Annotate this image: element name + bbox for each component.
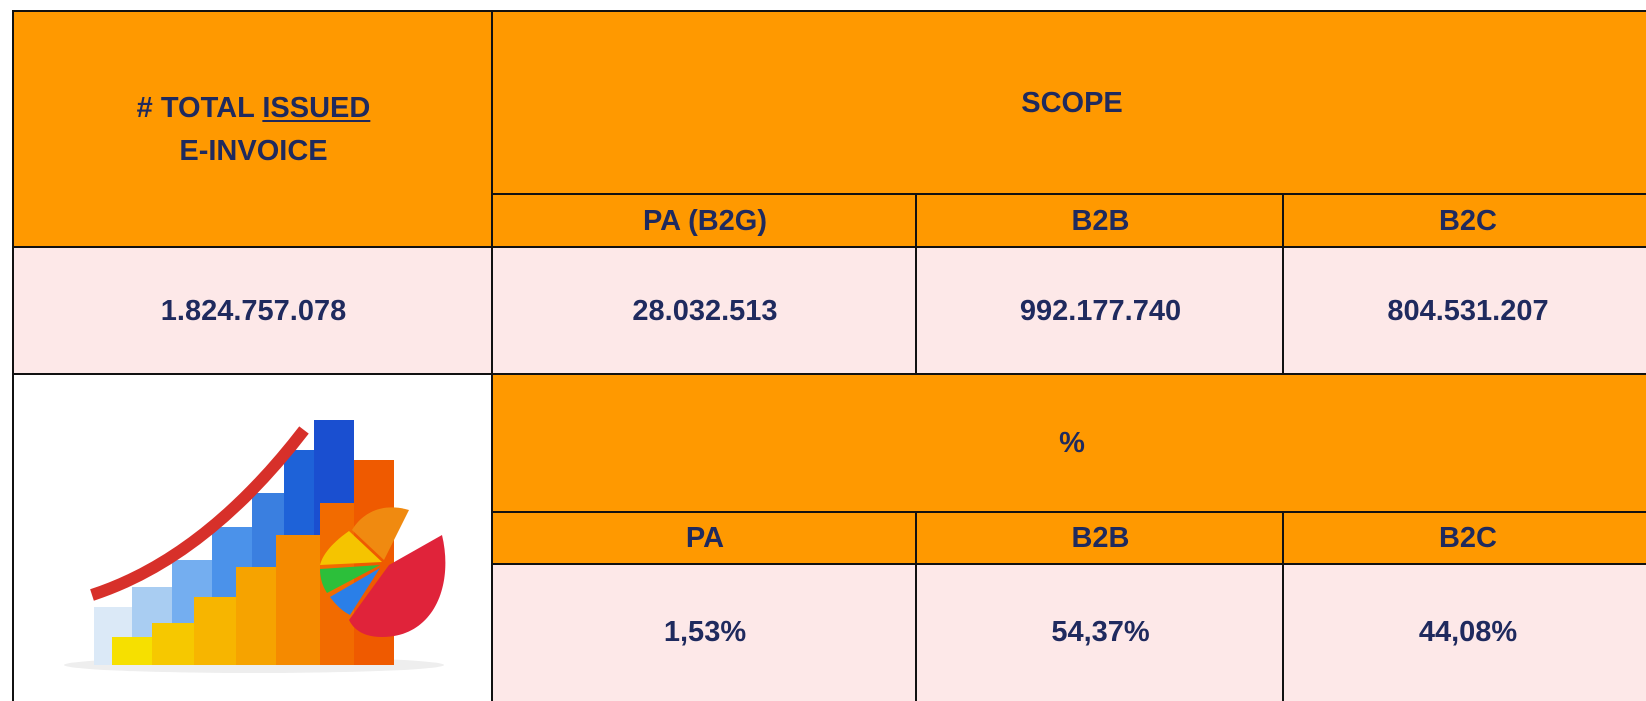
header-cell: % (491, 373, 1646, 513)
value-cell: 804.531.207 (1282, 246, 1646, 375)
column-header: PA (686, 517, 724, 561)
percent-value: 54,37% (1051, 611, 1149, 655)
header-cell: # TOTAL ISSUED E-INVOICE (12, 10, 493, 248)
header-cell: PA (491, 511, 917, 565)
label-underlined: ISSUED (262, 92, 370, 124)
scope-value: 992.177.740 (1020, 290, 1181, 334)
total-label: # TOTAL ISSUED E-INVOICE (137, 87, 371, 174)
header-cell: SCOPE (491, 10, 1646, 195)
value-cell: 28.032.513 (491, 246, 917, 375)
table: # TOTAL ISSUED E-INVOICE SCOPE PA (B2G) … (0, 0, 1646, 701)
header-cell: PA (B2G) (491, 193, 917, 248)
column-header: B2C (1439, 200, 1497, 244)
percent-value: 1,53% (664, 611, 746, 655)
label-part: E-INVOICE (179, 135, 327, 167)
chart-icon (14, 375, 490, 701)
value-cell: 44,08% (1282, 563, 1646, 701)
percent-value: 44,08% (1419, 611, 1517, 655)
header-cell: B2B (915, 511, 1284, 565)
label-part: # TOTAL (137, 92, 255, 124)
value-cell: 54,37% (915, 563, 1284, 701)
header-cell: B2C (1282, 193, 1646, 248)
scope-value: 804.531.207 (1387, 290, 1548, 334)
scope-title: SCOPE (1021, 82, 1123, 126)
column-header: PA (B2G) (643, 200, 767, 244)
total-value: 1.824.757.078 (161, 290, 346, 334)
header-cell: B2C (1282, 511, 1646, 565)
value-cell: 1.824.757.078 (12, 246, 493, 375)
column-header: B2C (1439, 517, 1497, 561)
scope-value: 28.032.513 (632, 290, 777, 334)
value-cell: 992.177.740 (915, 246, 1284, 375)
percent-title: % (1059, 422, 1085, 466)
image-cell (12, 373, 493, 701)
column-header: B2B (1071, 200, 1129, 244)
header-cell: B2B (915, 193, 1284, 248)
value-cell: 1,53% (491, 563, 917, 701)
column-header: B2B (1071, 517, 1129, 561)
